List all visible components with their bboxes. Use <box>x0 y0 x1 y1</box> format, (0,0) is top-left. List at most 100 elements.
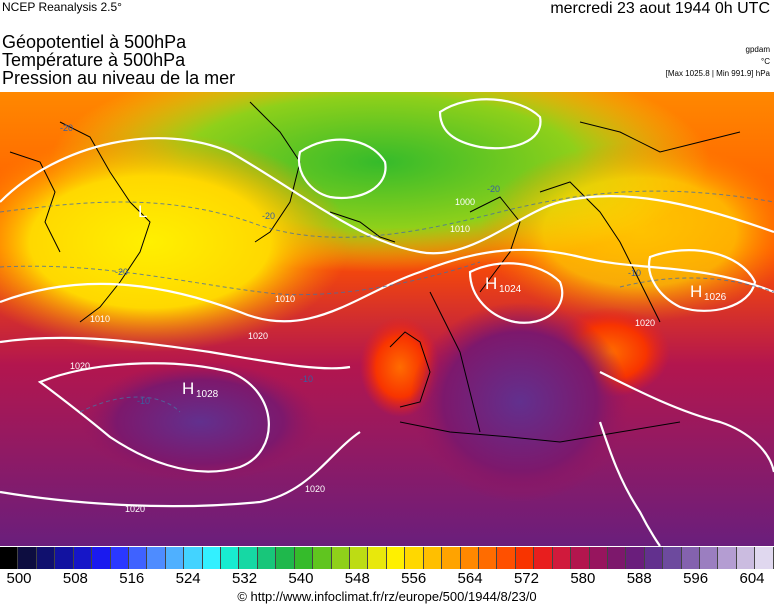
color-scale-cell <box>405 547 424 569</box>
isobar-label: 1000 <box>455 197 475 207</box>
high-center-value: 1024 <box>499 284 522 295</box>
isobars <box>0 98 774 546</box>
temperature-label: -10 <box>628 268 641 278</box>
color-scale-tick-label: 532 <box>232 570 258 587</box>
color-scale-cell <box>184 547 203 569</box>
pressure-centers: H 1024 H 1026 H 1028 L <box>138 202 727 400</box>
color-scale-tick-label: 580 <box>570 570 596 587</box>
temperature-label: -20 <box>487 184 500 194</box>
mediterranean-ridge-area <box>410 302 630 502</box>
temperature-label: -10 <box>300 374 313 384</box>
isobar-label: 1010 <box>275 294 295 304</box>
coastlines <box>9 101 741 443</box>
temperature-label: -10 <box>137 396 150 406</box>
color-scale-tick-label: 564 <box>457 570 483 587</box>
color-scale-tick-label: 604 <box>739 570 765 587</box>
color-scale-cell <box>423 547 443 569</box>
color-scale-cell <box>165 547 185 569</box>
color-scale-cell <box>497 547 516 569</box>
color-scale-cell <box>386 547 406 569</box>
color-scale-cell <box>442 547 461 569</box>
color-scale-cell <box>147 547 166 569</box>
color-scale-cell <box>460 547 479 569</box>
color-scale-cell <box>589 547 608 569</box>
color-scale-cell <box>18 547 37 569</box>
color-scale-cell <box>92 547 111 569</box>
isobar-label: 1020 <box>70 361 90 371</box>
low-center-symbol: L <box>138 202 147 221</box>
temperature-label: -20 <box>60 123 73 133</box>
isobar-label: 1020 <box>248 331 268 341</box>
color-scale-cell <box>607 547 627 569</box>
color-scale-cell <box>700 547 719 569</box>
azores-high-area <box>80 362 320 482</box>
color-scale-cell <box>0 547 19 569</box>
color-scale-cell <box>681 547 701 569</box>
high-center-value: 1026 <box>704 292 727 303</box>
color-scale-cell <box>368 547 387 569</box>
isobar-label: 1020 <box>635 318 655 328</box>
color-scale-cell <box>202 547 222 569</box>
high-center-symbol: H <box>690 282 702 301</box>
unit-temperature: °C <box>761 57 770 66</box>
isotherms <box>0 190 774 413</box>
high-center-value: 1028 <box>196 389 219 400</box>
color-scale-cell <box>478 547 498 569</box>
title-geopotential: Géopotentiel à 500hPa <box>2 32 187 52</box>
isobar-label: 1010 <box>90 314 110 324</box>
isobar-label: 1010 <box>450 224 470 234</box>
unit-pressure: [Max 1025.8 | Min 991.9] hPa <box>665 69 770 78</box>
color-scale-cell <box>294 547 314 569</box>
color-scale-cell <box>331 547 351 569</box>
temperature-label: -20 <box>262 211 275 221</box>
color-scale-cell <box>313 547 332 569</box>
color-scale-tick-label: 500 <box>6 570 32 587</box>
color-scale-tick-label: 596 <box>683 570 709 587</box>
color-scale-cell <box>736 547 756 569</box>
date-label: mercredi 23 aout 1944 0h UTC <box>550 0 770 17</box>
color-scale-tick-label: 524 <box>175 570 201 587</box>
color-scale-cell <box>110 547 129 569</box>
high-center-symbol: H <box>485 274 497 293</box>
color-scale-cell <box>350 547 369 569</box>
footer-copyright: © http://www.infoclimat.fr/rz/europe/500… <box>237 589 537 604</box>
title-pressure: Pression au niveau de la mer <box>2 68 236 88</box>
source-label: NCEP Reanalysis 2.5° <box>2 0 122 14</box>
temperature-label: -20 <box>115 267 128 277</box>
title-temperature: Température à 500hPa <box>2 50 186 70</box>
color-scale-cell <box>239 547 258 569</box>
color-scale-cell <box>534 547 553 569</box>
temperature-label-group: -20 -20 -20 -10 -10 -10 -20 <box>60 123 641 406</box>
color-scale-cell <box>36 547 56 569</box>
color-scale-cell <box>552 547 572 569</box>
color-scale-bar <box>0 547 774 569</box>
color-scale-cell <box>515 547 535 569</box>
color-scale-cell <box>663 547 682 569</box>
color-scale-cell <box>221 547 240 569</box>
color-scale-tick-label: 556 <box>401 570 427 587</box>
color-scale-cell <box>55 547 74 569</box>
color-scale-cell <box>73 547 93 569</box>
color-scale-cell <box>718 547 737 569</box>
isobar-label: 1020 <box>305 484 325 494</box>
color-scale-cell <box>626 547 645 569</box>
isobar-label: 1020 <box>125 504 145 514</box>
color-scale-ticks: 500 508 516 524 532 540 548 556 564 572 580 588 596 6… <box>0 570 774 588</box>
color-scale-cell <box>571 547 590 569</box>
unit-geopotential: gpdam <box>745 45 770 54</box>
color-scale-cell <box>755 547 774 569</box>
weather-map: 1000 1010 1010 1010 1020 1020 1020 1020 … <box>0 92 774 546</box>
isobar-label-group: 1000 1010 1010 1010 1020 1020 1020 1020 … <box>70 197 655 514</box>
color-scale-cell <box>644 547 664 569</box>
units-block: gpdam °C [Max 1025.8 | Min 991.9] hPa <box>666 44 770 80</box>
atlantic-warm-area <box>0 132 350 352</box>
color-scale-cell <box>257 547 277 569</box>
color-scale-tick-label: 508 <box>62 570 88 587</box>
color-scale-cell <box>128 547 148 569</box>
color-scale-tick-label: 540 <box>288 570 314 587</box>
color-scale-tick-label: 516 <box>119 570 145 587</box>
color-scale-tick-label: 548 <box>344 570 370 587</box>
color-scale-tick-label: 572 <box>513 570 539 587</box>
title-block: Géopotentiel à 500hPa Température à 500h… <box>2 33 235 87</box>
high-center-symbol: H <box>182 379 194 398</box>
